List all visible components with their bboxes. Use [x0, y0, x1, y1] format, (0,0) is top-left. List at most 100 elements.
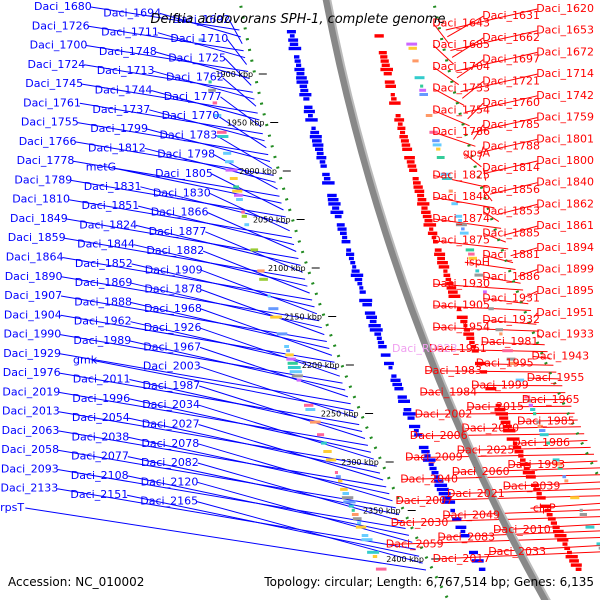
leader-line-left: [197, 481, 413, 543]
reverse-gene: [569, 559, 579, 563]
forward-gene: [300, 88, 309, 93]
kbp-tick-label: 2350 kbp: [363, 507, 401, 516]
gene-label-right: Daci_2039: [503, 480, 561, 493]
feature-block: [506, 357, 516, 361]
forward-gene: [394, 387, 404, 391]
gene-label-right: Daci_1861: [536, 219, 594, 232]
reverse-gene: [463, 332, 475, 336]
forward-gene: [438, 492, 451, 496]
forward-gene: [310, 130, 320, 135]
gene-label-right: Daci_1985: [517, 415, 575, 428]
feature-block: [287, 366, 301, 369]
feature-block: [515, 378, 525, 382]
gene-label-left: Daci_1890: [5, 270, 63, 283]
feature-block: [372, 555, 378, 558]
feature-block: [351, 508, 355, 512]
feature-block: [459, 231, 469, 235]
reverse-gene: [469, 340, 475, 345]
reverse-gene: [412, 177, 419, 181]
leader-line-left: [138, 205, 295, 246]
leader-line-right: [457, 446, 591, 451]
forward-gene: [402, 412, 416, 416]
feature-block: [267, 294, 271, 298]
gene-label-right: Daci_1786: [432, 125, 490, 138]
gene-label-left: Daci_1866: [151, 206, 209, 219]
leader-line-right: [433, 326, 540, 332]
feature-block: [361, 534, 369, 537]
forward-gene: [384, 361, 394, 366]
leader-line-left: [222, 77, 257, 107]
reverse-gene: [424, 219, 433, 223]
gene-label-left: Daci_2120: [141, 475, 199, 488]
feature-block: [432, 139, 440, 143]
leader-line-left: [61, 276, 320, 322]
gene-label-right: Daci_1620: [536, 2, 594, 15]
reverse-gene: [434, 248, 442, 252]
gene-label-right: Daci_1742: [536, 89, 594, 102]
gene-label-left: Daci_2151: [70, 488, 128, 501]
reverse-gene: [414, 189, 425, 193]
leader-line-right: [450, 30, 538, 51]
genome-backbone: [322, 0, 550, 600]
gene-label-right: Daci_2010: [493, 523, 551, 536]
gene-label-left: Daci_1844: [77, 238, 135, 251]
reverse-gene: [374, 34, 384, 38]
leader-line-left: [228, 19, 243, 45]
reverse-gene: [546, 513, 553, 517]
forward-gene: [337, 227, 347, 231]
leader-line-right: [478, 146, 484, 161]
gene-label-left: Daci_2165: [140, 495, 198, 508]
forward-gene: [294, 55, 300, 59]
leader-line-left: [198, 404, 375, 460]
feature-block: [285, 353, 294, 357]
feature-block: [335, 475, 341, 479]
forward-gene: [352, 265, 357, 269]
gene-label-left: Daci_1748: [99, 45, 157, 58]
gene-label-left: Daci_1929: [3, 347, 61, 360]
leader-line-right: [456, 59, 484, 79]
forward-gene: [460, 534, 470, 538]
forward-gene: [346, 248, 352, 252]
feature-block: [241, 214, 247, 218]
forward-gene: [366, 315, 377, 319]
gene-label-left: metG: [86, 161, 116, 174]
leader-line-left: [220, 96, 262, 128]
reverse-gene: [437, 261, 448, 265]
leader-line-right: [513, 440, 588, 444]
leader-line-right: [433, 66, 459, 86]
feature-block: [286, 357, 296, 361]
gene-label-left: Daci_1968: [144, 302, 202, 315]
forward-gene: [452, 517, 462, 521]
gene-label-right: Daci_1954: [432, 320, 490, 333]
kbp-tick-label: 2000 kbp: [239, 167, 277, 176]
gene-label-right: Daci_1965: [522, 393, 580, 406]
gene-label-right: Daci_1672: [536, 45, 594, 58]
forward-gene: [288, 46, 302, 51]
reverse-gene: [422, 214, 432, 219]
gene-label-right: Daci_1825: [432, 168, 490, 181]
reverse-gene: [417, 198, 427, 202]
gene-label-right: Daci_2015: [466, 400, 524, 413]
forward-gene: [478, 567, 486, 571]
leader-line-right: [432, 23, 450, 45]
forward-gene: [369, 319, 377, 324]
reverse-gene: [437, 256, 445, 261]
leader-line-left: [77, 122, 269, 156]
feature-block: [552, 458, 560, 462]
forward-gene: [362, 303, 372, 307]
leader-line-left: [213, 154, 278, 190]
reverse-gene: [445, 277, 452, 282]
leader-line-right: [483, 319, 537, 325]
forward-gene: [316, 151, 324, 156]
leader-line-left: [128, 436, 390, 495]
feature-block: [419, 88, 427, 92]
feature-block: [241, 210, 245, 214]
leader-line-left: [130, 302, 330, 349]
gene-label-left: Daci_1824: [79, 218, 137, 231]
gene-label-right: Daci_1840: [536, 176, 594, 189]
leader-line-left: [199, 385, 366, 439]
leader-line-left: [151, 90, 260, 121]
gene-label-left: Daci_1990: [4, 328, 62, 341]
gene-label-left: Daci_1812: [88, 141, 146, 154]
